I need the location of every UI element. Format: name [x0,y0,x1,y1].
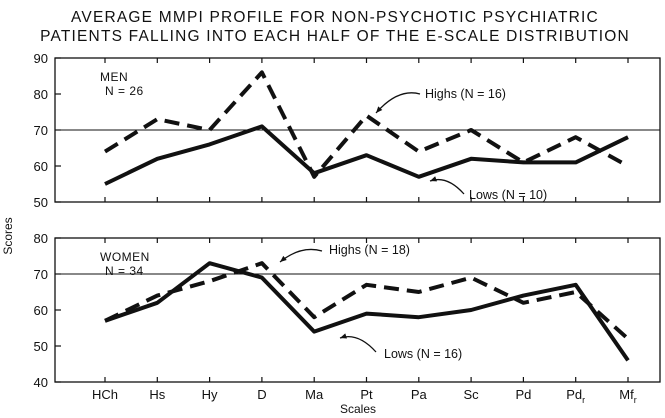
x-tick-label-text: Pt [360,387,373,402]
x-tick-label-text: Hy [202,387,218,402]
x-tick-label: Pdr [566,387,585,405]
annotation-arrow-line [375,92,421,114]
x-tick-labels: HCh Hs Hy D Ma Pt Pa Sc Pd Pdr Mfr [92,387,637,405]
x-tick-label-subscript: r [582,395,585,405]
women-y-tick-label: 70 [34,267,48,282]
series-label-highs: Highs (N = 18) [329,243,410,257]
annotations: Highs (N = 16) Lows (N = 10) Highs (N = 18… [279,87,547,361]
x-tick-label-text: Hs [149,387,165,402]
x-tick-label: Pd [515,387,531,402]
men-y-tick-label: 70 [34,123,48,138]
annotation-arrowhead [280,255,287,262]
chart-title-line-1: AVERAGE MMPI PROFILE FOR NON-PSYCHOTIC P… [71,9,599,26]
x-tick-label: Hs [149,387,165,402]
x-tick-label-text: Sc [464,387,480,402]
y-axis-title: Scores [1,217,15,254]
women-y-tick-label: 40 [34,375,48,390]
x-tick-label-text: HCh [92,387,118,402]
women-series-highs-line [104,261,630,341]
annotation-arrow-line [429,178,465,195]
women-y-tick-label: 80 [34,231,48,246]
series-label-highs: Highs (N = 16) [425,87,506,101]
x-tick-label-text: D [257,387,266,402]
men-panel-label: N = 26 [105,84,144,98]
annotation-arrowhead [430,176,437,182]
women-panel-label: WOMEN [100,250,150,264]
men-y-tick-label: 90 [34,51,48,66]
x-tick-label: HCh [92,387,118,402]
x-tick-label: Hy [202,387,218,402]
series-label-lows: Lows (N = 10) [469,188,547,202]
x-tick-label-subscript: r [634,395,637,405]
x-tick-label: D [257,387,266,402]
x-tick-label-text: Mf [619,387,634,402]
women-series-lows-line [104,261,630,362]
men-y-tick-label: 80 [34,87,48,102]
x-tick-label: Sc [464,387,480,402]
x-axis-title: Scales [340,402,376,416]
x-tick-label-text: Pd [566,387,582,402]
x-tick-label-text: Ma [305,387,324,402]
women-panel-label: N = 34 [105,264,144,278]
men-panel-label: MEN [100,70,128,84]
men-y-tick-label: 60 [34,159,48,174]
chart-title-line-2: PATIENTS FALLING INTO EACH HALF OF THE E… [40,28,630,45]
x-tick-label: Mfr [619,387,636,405]
x-tick-label: Pa [411,387,428,402]
women-y-tick-label: 60 [34,303,48,318]
x-tick-label-text: Pd [515,387,531,402]
x-tick-label: Ma [305,387,324,402]
annotation-arrowhead [340,333,347,339]
men-series-highs-line [103,70,629,179]
men-series-lows-line [104,124,629,186]
x-tick-label: Pt [360,387,373,402]
annotation-arrowhead [376,106,383,113]
x-tick-label-text: Pa [411,387,428,402]
series-label-lows: Lows (N = 16) [384,347,462,361]
women-y-tick-label: 50 [34,339,48,354]
men-y-tick-label: 50 [34,195,48,210]
annotation-arrow-line [339,335,377,353]
